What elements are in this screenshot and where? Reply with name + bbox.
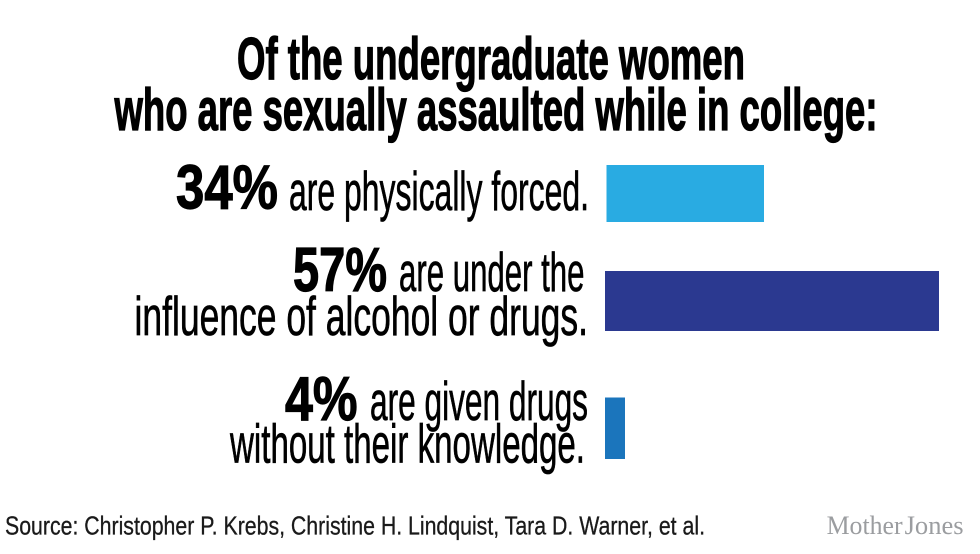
- svg-text:influence of alcohol or drugs.: influence of alcohol or drugs.: [135, 285, 589, 347]
- svg-text:are under the: are under the: [399, 241, 585, 303]
- svg-text:are physically forced.: are physically forced.: [289, 160, 589, 222]
- svg-text:34%: 34%: [176, 154, 278, 223]
- svg-text:who are sexually assaulted whi: who are sexually assaulted while in coll…: [114, 77, 878, 143]
- svg-text:Jones: Jones: [905, 511, 964, 540]
- svg-text:Source: Christopher P. Krebs,: Source: Christopher P. Krebs, Christine …: [5, 511, 705, 541]
- svg-text:Of the undergraduate women: Of the undergraduate women: [237, 26, 745, 92]
- svg-text:are given drugs: are given drugs: [370, 370, 588, 432]
- svg-text:without their knowledge.: without their knowledge.: [229, 413, 585, 475]
- svg-text:Mother: Mother: [827, 511, 903, 540]
- svg-text:4%: 4%: [285, 365, 358, 434]
- svg-text:57%: 57%: [293, 236, 387, 305]
